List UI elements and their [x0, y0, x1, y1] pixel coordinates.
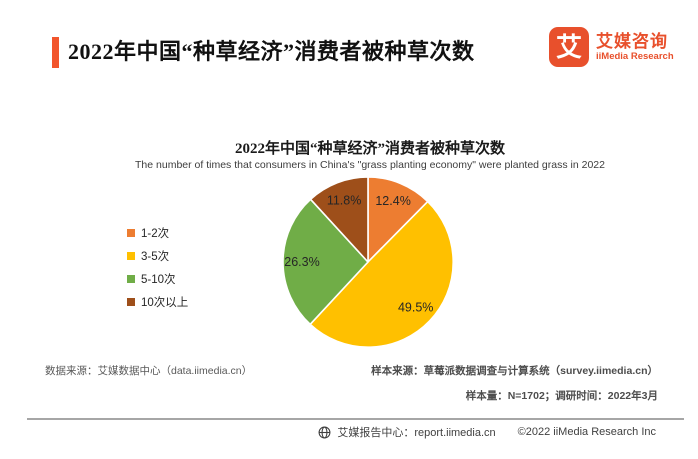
chart-title: 2022年中国“种草经济”消费者被种草次数: [234, 141, 505, 157]
sample-info-note: 样本量：N=1702；调研时间：2022年3月: [465, 390, 658, 402]
iimedia-logo-icon: 艾: [549, 27, 589, 67]
pie-slice-10次以上: [309, 176, 369, 263]
chart-legend: 1-2次 3-5次 5-10次 10次以上: [127, 221, 188, 313]
pie-slice-label: 26.3%: [284, 255, 319, 269]
footer-copyright: ©2022 iiMedia Research Inc: [517, 426, 656, 438]
pie-slice-3-5次: [309, 200, 455, 348]
pie-chart: 12.4% 49.5% 26.3% 11.8%: [282, 176, 455, 348]
pie-slice-label: 11.8%: [327, 194, 362, 208]
pie-slice-label: 12.4%: [375, 194, 410, 208]
pie-slice-5-10次: [282, 198, 369, 326]
legend-label: 1-2次: [141, 227, 170, 240]
page-title: 2022年中国“种草经济”消费者被种草次数: [68, 39, 475, 64]
pie-slice-1-2次: [367, 176, 429, 263]
logo-name-cn: 艾媒咨询: [596, 31, 668, 51]
iimedia-logo: 艾 艾媒咨询 iiMedia Research: [549, 27, 674, 67]
pie-chart-area: 12.4% 49.5% 26.3% 11.8%: [268, 162, 468, 362]
legend-label: 3-5次: [141, 250, 170, 263]
logo-text: 艾媒咨询 iiMedia Research: [596, 32, 674, 63]
legend-label: 5-10次: [141, 273, 176, 286]
pie-slice-label: 49.5%: [398, 301, 433, 315]
legend-item: 1-2次: [127, 221, 188, 244]
legend-swatch: [127, 251, 135, 260]
legend-swatch: [127, 228, 135, 237]
chart-subtitle: The number of times that consumers in Ch…: [135, 159, 605, 171]
legend-swatch: [127, 274, 135, 283]
footer-report-center: 艾媒报告中心：report.iimedia.cn: [337, 427, 496, 439]
globe-icon: [318, 426, 331, 438]
sample-source-note: 样本来源：草莓派数据调查与计算系统（survey.iimedia.cn）: [371, 365, 658, 377]
data-source-note: 数据来源：艾媒数据中心（data.iimedia.cn）: [45, 365, 253, 377]
title-accent-bar: [52, 37, 59, 68]
footer: 艾媒报告中心：report.iimedia.cn ©2022 iiMedia R…: [318, 424, 656, 440]
legend-label: 10次以上: [141, 296, 189, 309]
legend-item: 3-5次: [127, 244, 188, 267]
legend-item: 10次以上: [127, 290, 188, 313]
logo-name-en: iiMedia Research: [596, 51, 674, 63]
footer-divider: [27, 418, 684, 420]
legend-item: 5-10次: [127, 267, 188, 290]
legend-swatch: [127, 297, 135, 306]
